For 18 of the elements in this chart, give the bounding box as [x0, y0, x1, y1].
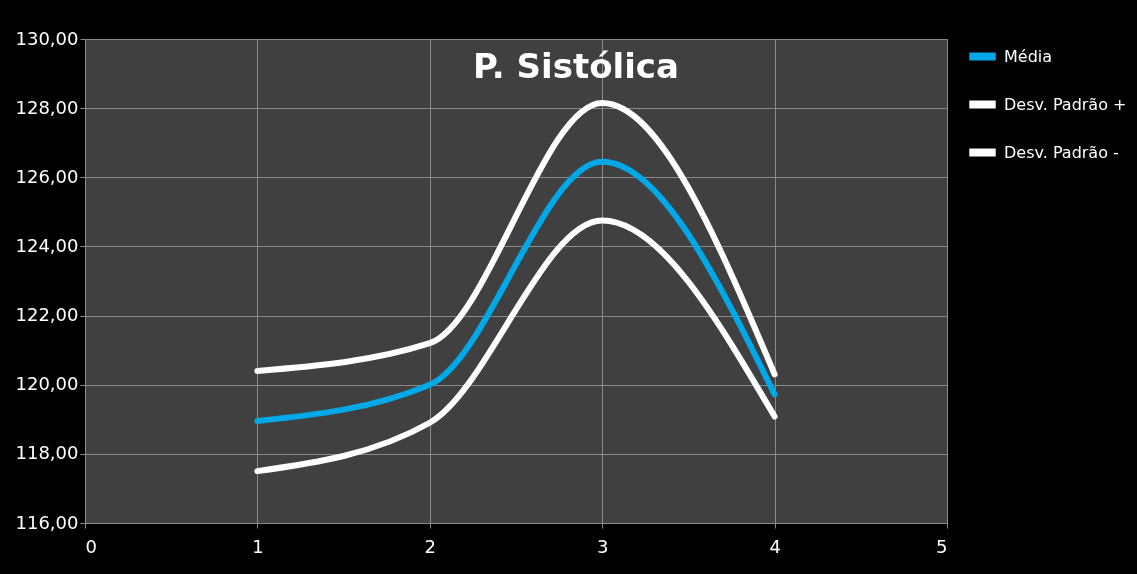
y-tick-label: 128,00 [15, 96, 79, 118]
legend-label: Desv. Padrão + [1004, 94, 1127, 114]
legend-label: Média [1004, 46, 1053, 66]
y-tick-label: 126,00 [15, 165, 79, 187]
x-tick-label: 3 [596, 535, 609, 557]
y-tick-label: 130,00 [15, 27, 79, 49]
y-tick-label: 120,00 [15, 373, 79, 395]
y-tick-label: 118,00 [15, 442, 79, 464]
y-tick-label: 124,00 [15, 234, 79, 256]
x-tick-label: 2 [424, 535, 437, 557]
x-tick-label: 1 [252, 535, 264, 557]
y-tick-label: 122,00 [15, 304, 79, 326]
x-tick-label: 5 [936, 535, 948, 557]
y-tick-label: 116,00 [15, 511, 79, 533]
chart-title: P. Sistólica [473, 46, 679, 86]
x-tick-label: 4 [769, 535, 781, 557]
x-tick-label: 0 [85, 535, 97, 557]
legend-label: Desv. Padrão - [1004, 142, 1119, 162]
